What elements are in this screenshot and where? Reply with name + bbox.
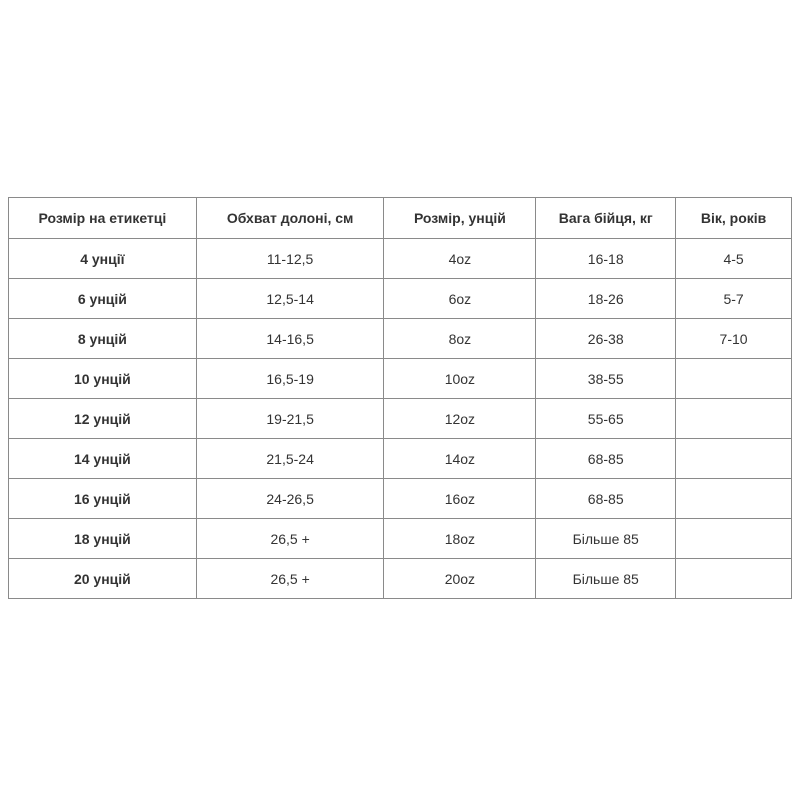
table-cell: 6 унцій [8,278,197,319]
table-cell: 14 унцій [8,438,197,479]
table-row: 12 унцій 19-21,5 12oz 55-65 [8,398,792,439]
table-cell: 7-10 [675,318,792,359]
table-cell: 6oz [383,278,537,319]
column-header: Розмір, унцій [383,197,537,239]
table-cell: 20 унцій [8,558,197,599]
table-cell: 18oz [383,518,537,559]
table-cell: Більше 85 [535,558,677,599]
table-cell: 26,5 + [195,518,385,559]
table-cell: 12 унцій [8,398,197,439]
size-chart-table: Розмір на етикетці Обхват долоні, см Розмі… [8,197,792,599]
table-cell: 19-21,5 [195,398,385,439]
table-cell: 5-7 [675,278,792,319]
column-header: Вік, років [675,197,792,239]
table-cell: 38-55 [535,358,677,399]
table-cell: 18-26 [535,278,677,319]
table-cell: 4oz [383,238,537,279]
table-row: 6 унцій 12,5-14 6oz 18-26 5-7 [8,278,792,319]
table-cell: 16 унцій [8,478,197,519]
table-cell: 14-16,5 [195,318,385,359]
table-cell: 8oz [383,318,537,359]
table-row: 10 унцій 16,5-19 10oz 38-55 [8,358,792,399]
table-cell: 24-26,5 [195,478,385,519]
table-cell: 10 унцій [8,358,197,399]
table-cell: 10oz [383,358,537,399]
table-cell: 8 унцій [8,318,197,359]
table-cell [675,358,792,399]
table-cell: 16,5-19 [195,358,385,399]
table-row: 8 унцій 14-16,5 8oz 26-38 7-10 [8,318,792,359]
column-header: Вага бійця, кг [535,197,677,239]
table-cell: 4 унції [8,238,197,279]
column-header: Обхват долоні, см [195,197,385,239]
table-cell: 4-5 [675,238,792,279]
table-cell: 11-12,5 [195,238,385,279]
table-cell: 12,5-14 [195,278,385,319]
table-cell: 20oz [383,558,537,599]
table-cell: 68-85 [535,478,677,519]
table-cell: 68-85 [535,438,677,479]
column-header: Розмір на етикетці [8,197,197,239]
table-row: 20 унцій 26,5 +20oz Більше 85 [8,558,792,599]
table-cell: 26-38 [535,318,677,359]
table-cell: 55-65 [535,398,677,439]
table-row: 16 унцій 24-26,5 16oz 68-85 [8,478,792,519]
table-row: 18 унцій 26,5 +18oz Більше 85 [8,518,792,559]
table-cell [675,398,792,439]
table-cell: 12oz [383,398,537,439]
table-cell [675,438,792,479]
table-cell: 18 унцій [8,518,197,559]
table-cell [675,518,792,559]
table-cell [675,558,792,599]
table-cell: 14oz [383,438,537,479]
table-row: 4 унції 11-12,5 4oz 16-18 4-5 [8,238,792,279]
table-cell [675,478,792,519]
table-cell: Більше 85 [535,518,677,559]
table-cell: 26,5 + [195,558,385,599]
table-row: 14 унцій 21,5-24 14oz 68-85 [8,438,792,479]
table-cell: 16oz [383,478,537,519]
header-row: Розмір на етикетці Обхват долоні, см Розмі… [8,197,792,239]
table-cell: 21,5-24 [195,438,385,479]
table-cell: 16-18 [535,238,677,279]
